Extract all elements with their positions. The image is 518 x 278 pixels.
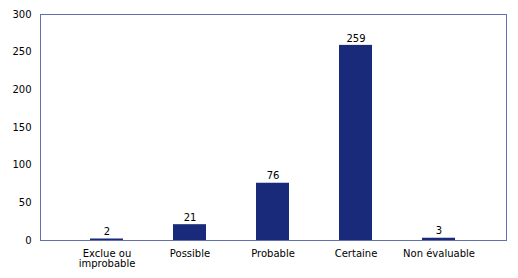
svg-text:259: 259 <box>346 33 365 44</box>
svg-text:100: 100 <box>12 159 31 170</box>
svg-text:150: 150 <box>12 122 31 133</box>
svg-text:Possible: Possible <box>170 248 210 259</box>
svg-text:300: 300 <box>12 9 31 20</box>
svg-text:Exclue ouimprobable: Exclue ouimprobable <box>79 248 136 269</box>
svg-text:Certaine: Certaine <box>335 248 378 259</box>
svg-text:Non évaluable: Non évaluable <box>403 248 475 259</box>
svg-text:200: 200 <box>12 84 31 95</box>
svg-text:Probable: Probable <box>251 248 295 259</box>
svg-text:0: 0 <box>25 235 31 246</box>
svg-text:3: 3 <box>436 225 442 236</box>
svg-text:250: 250 <box>12 46 31 57</box>
svg-text:21: 21 <box>184 212 197 223</box>
svg-text:76: 76 <box>267 170 280 181</box>
svg-text:2: 2 <box>104 226 110 237</box>
svg-text:50: 50 <box>19 197 32 208</box>
